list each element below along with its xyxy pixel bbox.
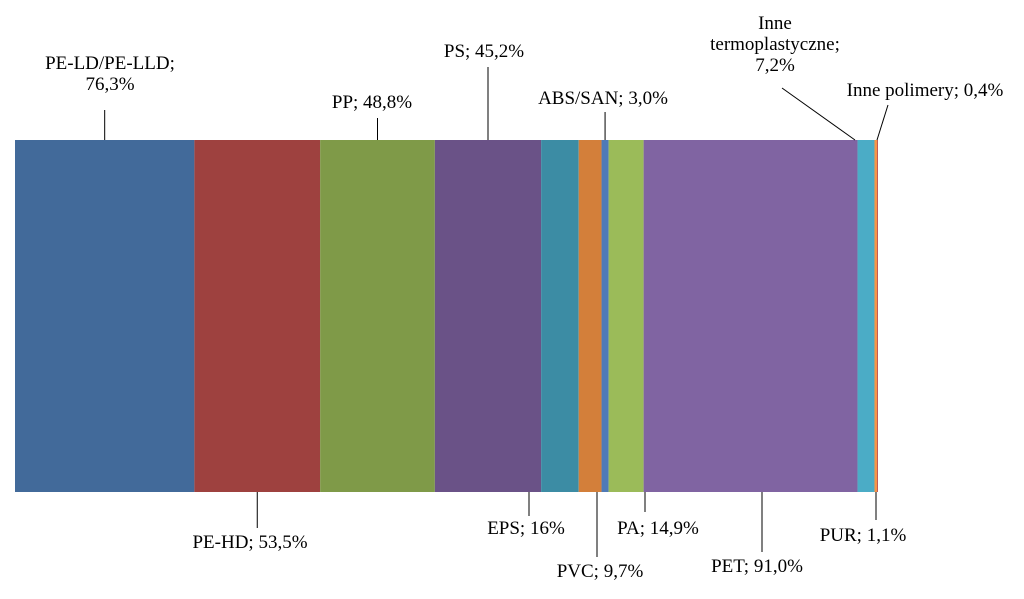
- data-label-pa: PA; 14,9%: [617, 518, 699, 539]
- leader-line: [781, 87, 856, 141]
- bar-segment-pp: [320, 140, 435, 492]
- bar-segment-abs-san: [601, 140, 609, 492]
- bar-segment-pvc: [578, 140, 602, 492]
- data-label-inne-termoplastyczne: Inne termoplastyczne; 7,2%: [710, 13, 840, 76]
- data-label-inne-polimery: Inne polimery; 0,4%: [847, 80, 1004, 101]
- data-label-pe-ld-pe-lld: PE-LD/PE-LLD; 76,3%: [45, 53, 175, 95]
- data-label-pet: PET; 91,0%: [711, 556, 803, 577]
- data-label-pvc: PVC; 9,7%: [557, 561, 644, 582]
- data-label-pe-hd: PE-HD; 53,5%: [192, 532, 307, 553]
- bar-segment-pa: [608, 140, 644, 492]
- bar-segment-ps: [434, 140, 542, 492]
- bar-segment-inne-polimery: [877, 140, 878, 492]
- data-labels: PE-LD/PE-LLD; 76,3% PE-HD; 53,5% PP; 48,8% P…: [45, 13, 1003, 582]
- bar-segment-pet: [643, 140, 858, 492]
- bar-segment-pe-hd: [194, 140, 321, 492]
- leader-lines: [104, 67, 889, 557]
- bar-segment-pe-ld-pe-lld: [15, 140, 195, 492]
- data-label-abs-san: ABS/SAN; 3,0%: [538, 88, 668, 109]
- data-label-pp: PP; 48,8%: [332, 92, 412, 113]
- data-label-ps: PS; 45,2%: [444, 41, 524, 62]
- bar-segment-inne-termoplastyczne: [857, 140, 875, 492]
- leader-line: [876, 104, 889, 141]
- data-label-eps: EPS; 16%: [487, 518, 565, 539]
- data-label-pur: PUR; 1,1%: [820, 525, 907, 546]
- bar-segment-pur: [874, 140, 878, 492]
- bar-segments: [15, 140, 878, 492]
- bar-segment-eps: [541, 140, 579, 492]
